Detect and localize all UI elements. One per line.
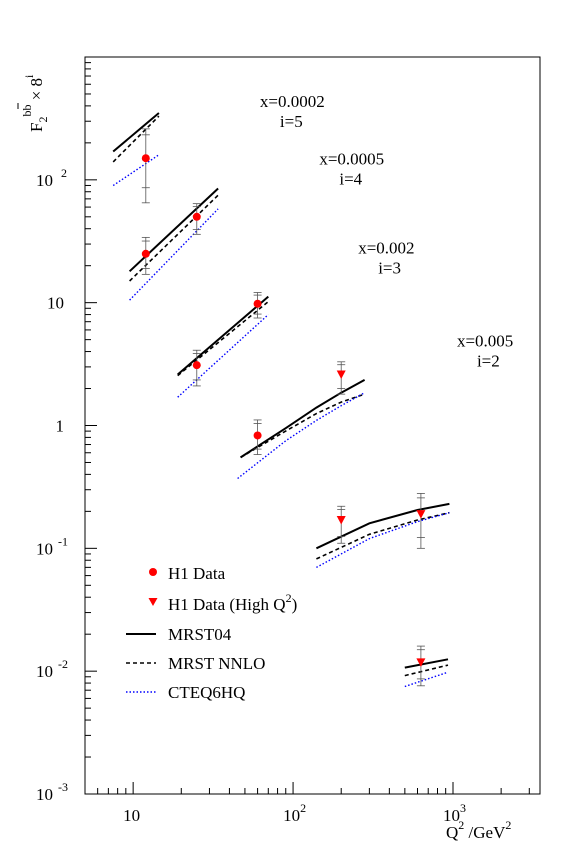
x-tick-exp: 3	[460, 801, 466, 815]
y-tick-label: 10	[47, 294, 64, 313]
bin-i-label: i=4	[339, 170, 362, 189]
legend-label: MRST NNLO	[168, 654, 265, 673]
y-axis-title-tail-sup: i	[22, 74, 36, 78]
y-tick-base: 10	[36, 539, 53, 558]
y-tick-base: 10	[36, 662, 53, 681]
bin-i-label: i=3	[378, 259, 401, 278]
x-tick-base: 10	[123, 806, 140, 825]
legend-marker-circle	[149, 568, 157, 576]
y-tick-exp: -3	[58, 780, 68, 794]
legend-label-text: MRST NNLO	[168, 654, 265, 673]
x-tick-label: 10	[123, 806, 140, 825]
x-tick-exp: 2	[300, 801, 306, 815]
points-group	[141, 128, 426, 687]
data-point	[192, 361, 201, 370]
legend-label-tail: )	[292, 595, 298, 614]
y-tick-label: 1	[56, 417, 65, 436]
x-tick-label: 103	[443, 801, 466, 825]
y-tick-base: 10	[36, 171, 53, 190]
data-point-high-q2	[336, 516, 346, 525]
curve-cteq6hq-bin-1	[129, 208, 219, 301]
bin-x-label: x=0.002	[358, 239, 414, 258]
legend-marker-triangle	[148, 598, 158, 606]
legend-label: CTEQ6HQ	[168, 683, 245, 702]
curve-mrst04-bin-2	[177, 295, 269, 376]
y-axis-title: F2bb × 8i	[17, 74, 50, 132]
x-axis-title-unit-sup: 2	[505, 818, 511, 832]
legend-label-text: H1 Data	[168, 564, 226, 583]
curve-mrst-nnlo-bin-5	[404, 664, 449, 677]
data-point	[192, 212, 201, 221]
y-tick-exp: -2	[58, 657, 68, 671]
legend-label-text: H1 Data (High Q	[168, 595, 286, 614]
curve-mrst04-bin-3	[240, 379, 366, 459]
y-tick-exp: -1	[58, 534, 68, 548]
y-axis-title-sup: bb	[20, 105, 34, 117]
data-point	[141, 249, 150, 258]
curve-mrst04-bin-5	[404, 658, 449, 669]
y-axis-title-tail: × 8	[27, 78, 46, 105]
legend-label-text: CTEQ6HQ	[168, 683, 245, 702]
data-point-high-q2	[336, 370, 346, 380]
y-tick-base: 10	[36, 785, 53, 804]
data-point	[253, 431, 262, 440]
data-point	[253, 299, 262, 308]
curve-mrst04-bin-1	[128, 187, 219, 273]
x-tick-label: 102	[283, 801, 306, 825]
curve-mrst-nnlo-bin-2	[177, 300, 269, 377]
plot-frame	[84, 56, 541, 795]
legend-label: H1 Data	[168, 564, 226, 583]
data-point-high-q2	[416, 510, 426, 519]
curve-cteq6hq-bin-2	[177, 314, 269, 398]
legend-label: MRST04	[168, 625, 232, 644]
x-axis-title-unit: /GeV	[464, 823, 506, 842]
curve-cteq6hq-bin-4	[316, 512, 450, 569]
legend-label-text: MRST04	[168, 625, 232, 644]
x-tick-base: 10	[443, 806, 460, 825]
x-tick-base: 10	[283, 806, 300, 825]
curve-mrst-nnlo-bin-0	[112, 115, 160, 163]
y-axis-title-main: F	[27, 123, 46, 132]
y-axis-title-sub: 2	[36, 117, 50, 123]
curve-mrst04-bin-0	[112, 112, 160, 153]
curve-cteq6hq-bin-0	[112, 154, 160, 187]
bin-x-label: x=0.0005	[319, 150, 384, 169]
data-point-high-q2	[416, 658, 426, 667]
legend-label-sup: 2	[286, 591, 292, 605]
data-point	[141, 154, 150, 163]
curve-cteq6hq-bin-5	[404, 671, 449, 688]
x-axis-title: Q2 /GeV2	[446, 818, 511, 842]
x-axis-title-sup: 2	[458, 818, 464, 832]
bin-i-label: i=2	[477, 352, 500, 371]
curve-mrst-nnlo-bin-4	[316, 511, 450, 560]
legend-label: H1 Data (High Q2)	[168, 591, 297, 614]
curve-mrst04-bin-4	[315, 502, 450, 550]
curve-mrst-nnlo-bin-3	[240, 393, 365, 459]
x-axis-title-base: Q	[446, 823, 458, 842]
bin-x-label: x=0.005	[457, 332, 513, 351]
y-tick-exp: 2	[61, 166, 67, 180]
y-axis-title-text: F2bb × 8i	[20, 74, 50, 132]
bin-x-label: x=0.0002	[260, 92, 325, 111]
legend: H1 Data H1 Data (High Q2) MRST04 MRST NNLO C…	[126, 564, 297, 702]
bin-i-label: i=5	[280, 112, 303, 131]
